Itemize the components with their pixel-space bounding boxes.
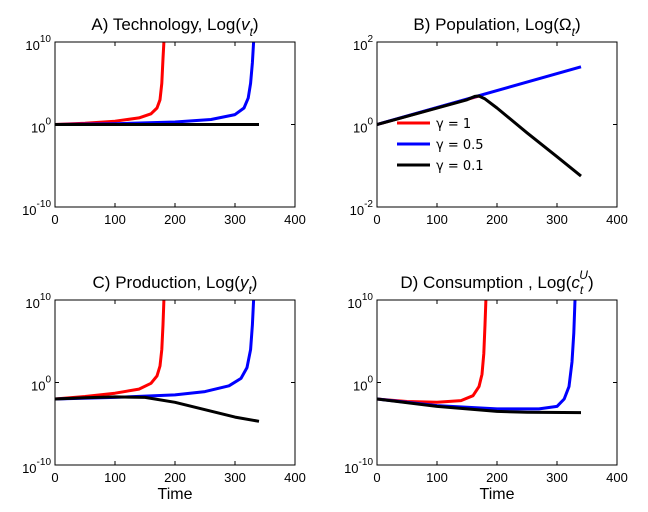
y-tick-exponent: -2 [364,199,373,210]
y-tick-label: 10-10 [22,199,51,218]
y-tick-exponent: 10 [40,292,52,303]
y-tick-label: 100 [31,117,51,136]
panel-title: C) Production, Log(yt) [93,273,258,297]
title-close: ) [253,15,259,34]
axes-frame [54,299,296,466]
y-tick-label: 100 [31,375,51,394]
x-tick-label: 400 [606,212,628,227]
title-variable: y [239,273,250,292]
x-tick-label: 400 [284,470,306,485]
y-tick-exponent: 0 [45,375,51,386]
x-tick-label: 400 [606,470,628,485]
x-tick-label: 300 [224,212,246,227]
y-tick-base: 10 [31,379,45,394]
x-tick-label: 0 [51,212,58,227]
series-line-gamma-0-5 [55,41,256,126]
x-tick-label: 200 [486,212,508,227]
x-tick-label: 300 [546,470,568,485]
y-tick-base: 10 [22,203,36,218]
title-subscript: t [248,283,252,297]
y-tick-exponent: 0 [367,375,373,386]
x-tick-label: 100 [426,470,448,485]
panel-title: B) Population, Log(Ωt) [413,15,580,39]
y-tick-exponent: 0 [367,117,373,128]
title-subscript: t [580,283,584,297]
y-tick-base: 10 [344,461,358,476]
legend-label: γ = 0.5 [436,138,484,153]
y-tick-label: 10-2 [350,199,374,218]
y-tick-exponent: 10 [362,292,374,303]
title-close: ) [252,273,258,292]
x-axis-label: Time [480,486,515,503]
panel-c: C) Production, Log(yt)0 100 200 300 40010101… [22,273,306,503]
x-tick-label: 100 [104,470,126,485]
title-subscript: t [250,25,254,39]
y-tick-label: 1010 [25,34,51,53]
series-line-gamma-0-5 [377,299,577,411]
y-tick-label: 102 [353,34,373,53]
title-superscript: U [579,268,588,282]
x-tick-label: 300 [224,470,246,485]
y-tick-exponent: 0 [45,117,51,128]
y-tick-base: 10 [347,296,361,311]
x-tick-label: 0 [51,470,58,485]
title-close: ) [575,15,581,34]
y-tick-label: 1010 [25,292,51,311]
y-tick-base: 10 [25,38,39,53]
series-line-gamma-1 [55,299,166,401]
legend-label: γ = 1 [436,117,471,132]
series-line-gamma-0-1 [377,397,582,415]
panel-d: D) Consumption , Log(ctU)0 100 200 300 40010… [344,268,628,503]
title-text: C) Production, Log( [93,273,241,292]
series-line-gamma-1 [55,41,166,126]
x-tick-label: 0 [373,212,380,227]
x-axis-label: Time [158,486,193,503]
y-tick-label: 10-10 [344,457,373,476]
y-tick-base: 10 [353,121,367,136]
title-text: B) Population, Log(Ω [413,15,571,34]
y-tick-label: 10-10 [22,457,51,476]
y-tick-exponent: -10 [37,457,52,468]
x-tick-label: 300 [546,212,568,227]
title-text: A) Technology, Log( [91,15,241,34]
x-tick-label: 200 [486,470,508,485]
y-tick-base: 10 [22,461,36,476]
series-line-gamma-0-5 [55,299,256,401]
panel-title: A) Technology, Log(vt) [91,15,258,39]
y-tick-base: 10 [353,379,367,394]
title-variable: v [241,15,251,34]
y-tick-exponent: 2 [367,34,373,45]
y-tick-label: 100 [353,375,373,394]
x-tick-label: 200 [164,212,186,227]
x-tick-label: 200 [164,470,186,485]
y-tick-exponent: -10 [37,199,52,210]
panel-b: B) Population, Log(Ωt)0 100 200 300 40010210… [350,15,628,227]
panel-title: D) Consumption , Log(ctU) [400,268,593,297]
title-close: ) [588,273,594,292]
series-line-gamma-1 [377,299,488,404]
title-text: D) Consumption , Log( [400,273,571,292]
y-tick-base: 10 [350,203,364,218]
legend: γ = 1 γ = 0.5 γ = 0.1 [397,117,484,174]
panel-a: A) Technology, Log(vt)0 100 200 300 40010101… [22,15,306,227]
y-tick-label: 100 [353,117,373,136]
y-tick-base: 10 [31,121,45,136]
axes-frame [376,299,618,466]
y-tick-exponent: 10 [40,34,52,45]
y-tick-base: 10 [25,296,39,311]
x-tick-label: 100 [426,212,448,227]
y-tick-exponent: -10 [359,457,374,468]
series-line-gamma-0-1 [55,395,260,423]
x-tick-label: 400 [284,212,306,227]
x-tick-label: 0 [373,470,380,485]
title-subscript: t [572,25,576,39]
legend-label: γ = 0.1 [436,159,484,174]
series-line-gamma-0-1 [377,94,582,178]
y-tick-label: 1010 [347,292,373,311]
x-tick-label: 100 [104,212,126,227]
y-tick-base: 10 [353,38,367,53]
title-variable: c [571,273,580,292]
